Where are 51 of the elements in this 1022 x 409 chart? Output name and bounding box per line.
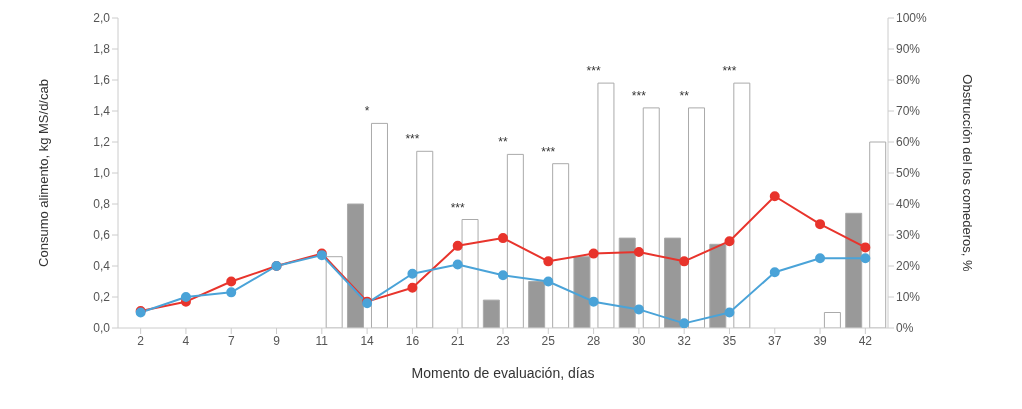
x-tick-label: 23 — [496, 333, 510, 348]
x-tick-label: 2 — [137, 333, 145, 348]
y-tick-label: 2,0 — [93, 11, 111, 26]
annotation: ** — [679, 88, 690, 103]
x-tick-label: 21 — [451, 333, 465, 348]
x-tick-label: 37 — [768, 333, 782, 348]
annotation: *** — [722, 64, 737, 79]
y2-tick-label: 90% — [896, 42, 921, 57]
x-tick-label: 39 — [813, 333, 828, 348]
x-tick-label: 32 — [677, 333, 692, 348]
y2-tick-label: 40% — [896, 197, 921, 212]
y2-tick-label: 80% — [896, 73, 921, 88]
x-axis-title: Momento de evaluación, días — [411, 365, 595, 381]
x-tick-label: 16 — [405, 333, 420, 348]
y2-tick-label: 50% — [896, 166, 921, 181]
x-tick-label: 25 — [541, 333, 556, 348]
y-tick-label: 1,6 — [93, 73, 111, 88]
y-tick-label: 1,8 — [93, 42, 111, 57]
x-tick-label: 28 — [586, 333, 601, 348]
annotation: *** — [631, 88, 647, 103]
y-tick-label: 1,0 — [93, 166, 111, 181]
y2-tick-label: 0% — [896, 321, 914, 336]
y2-axis-title: Obstrucción del los comederos, % — [960, 74, 976, 273]
y2-tick-label: 10% — [896, 290, 921, 305]
annotation: ** — [498, 135, 508, 150]
y2-tick-label: 60% — [896, 135, 921, 150]
y2-tick-label: 70% — [896, 104, 921, 119]
y-tick-label: 0,2 — [93, 290, 111, 305]
y-axis-title: Consumo alimento, kg MS/d/cab — [35, 79, 51, 267]
annotation: *** — [405, 132, 420, 147]
annotation: *** — [541, 144, 556, 159]
x-tick-label: 4 — [182, 333, 190, 348]
y-tick-label: 0,4 — [93, 259, 111, 274]
y-tick-label: 0,8 — [93, 197, 111, 212]
x-tick-label: 35 — [722, 333, 737, 348]
x-tick-label: 7 — [227, 333, 235, 348]
y2-tick-label: 20% — [896, 259, 921, 274]
y-tick-label: 1,4 — [93, 104, 111, 119]
y-tick-label: 0,0 — [93, 321, 111, 336]
annotation: *** — [450, 200, 466, 215]
x-tick-label: 42 — [858, 333, 873, 348]
x-tick-label: 11 — [315, 333, 329, 348]
y2-tick-label: 100% — [896, 11, 928, 26]
annotation: * — [364, 104, 370, 119]
x-tick-label: 14 — [360, 333, 375, 348]
annotation: *** — [586, 64, 601, 79]
y-tick-label: 0,6 — [93, 228, 111, 243]
x-tick-label: 30 — [632, 333, 646, 348]
x-tick-label: 9 — [273, 333, 281, 348]
y-tick-label: 1,2 — [93, 135, 111, 150]
y2-tick-label: 30% — [896, 228, 921, 243]
